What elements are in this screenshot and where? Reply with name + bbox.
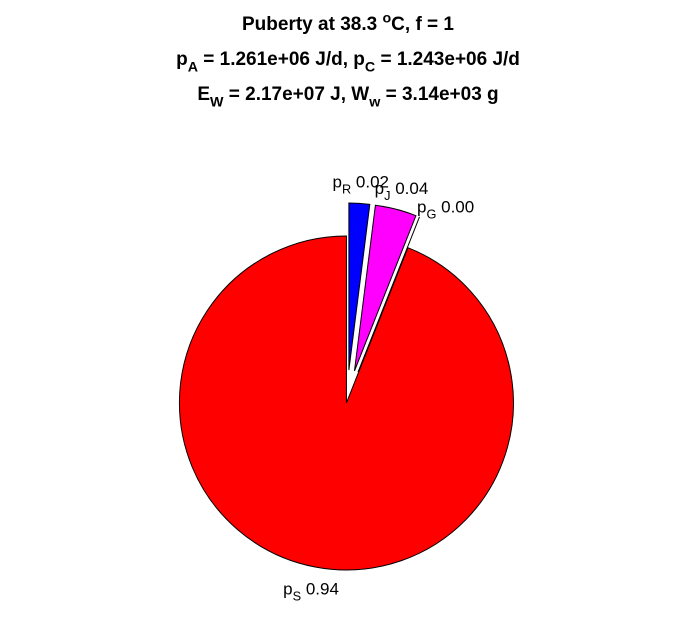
subscript: S (293, 589, 302, 604)
text-part: = 1.243e+06 J/d (375, 49, 520, 70)
slice-label: pJ​ 0.04 (375, 179, 429, 203)
value-label: 0.94 (306, 580, 339, 599)
value-label: 0.00 (441, 197, 474, 216)
text-part: = 1.261e+06 J/d, p (198, 49, 365, 70)
subscript: W (210, 95, 224, 111)
chart-title: EW​ = 2.17e+07 J, Ww​ = 3.14e+03 g (197, 84, 498, 111)
text-part: p (417, 197, 426, 216)
text-part: p (176, 49, 188, 70)
pie-slice (179, 235, 514, 571)
superscript: o (382, 10, 391, 26)
text-part: Puberty at 38.3 (242, 14, 382, 35)
chart-title: Puberty at 38.3 o​C, f = 1 (242, 10, 454, 35)
value-label: 0.04 (395, 179, 428, 198)
text-part: p (332, 172, 341, 191)
pie-slice (348, 202, 371, 371)
text-part: p (283, 580, 292, 599)
subscript: w (368, 95, 381, 111)
subscript: R (342, 181, 351, 196)
pie-slice (353, 204, 417, 372)
subscript: G (426, 206, 436, 221)
text-part: = 3.14e+03 g (380, 84, 498, 105)
subscript: A (188, 60, 198, 76)
slice-label: pR​ 0.02 (332, 172, 389, 196)
slice-label: pS​ 0.94 (283, 580, 339, 604)
slice-label: pG​ 0.00 (417, 197, 474, 221)
subscript: J (384, 188, 390, 203)
text-part: = 2.17e+07 J, W (223, 84, 369, 105)
text-part: C, f = 1 (391, 14, 454, 35)
subscript: C (365, 60, 375, 76)
text-part: E (197, 84, 210, 105)
chart-title: pA​ = 1.261e+06 J/d, pC​ = 1.243e+06 J/d (176, 49, 520, 76)
text-part: p (375, 179, 384, 198)
value-label: 0.02 (356, 172, 389, 191)
